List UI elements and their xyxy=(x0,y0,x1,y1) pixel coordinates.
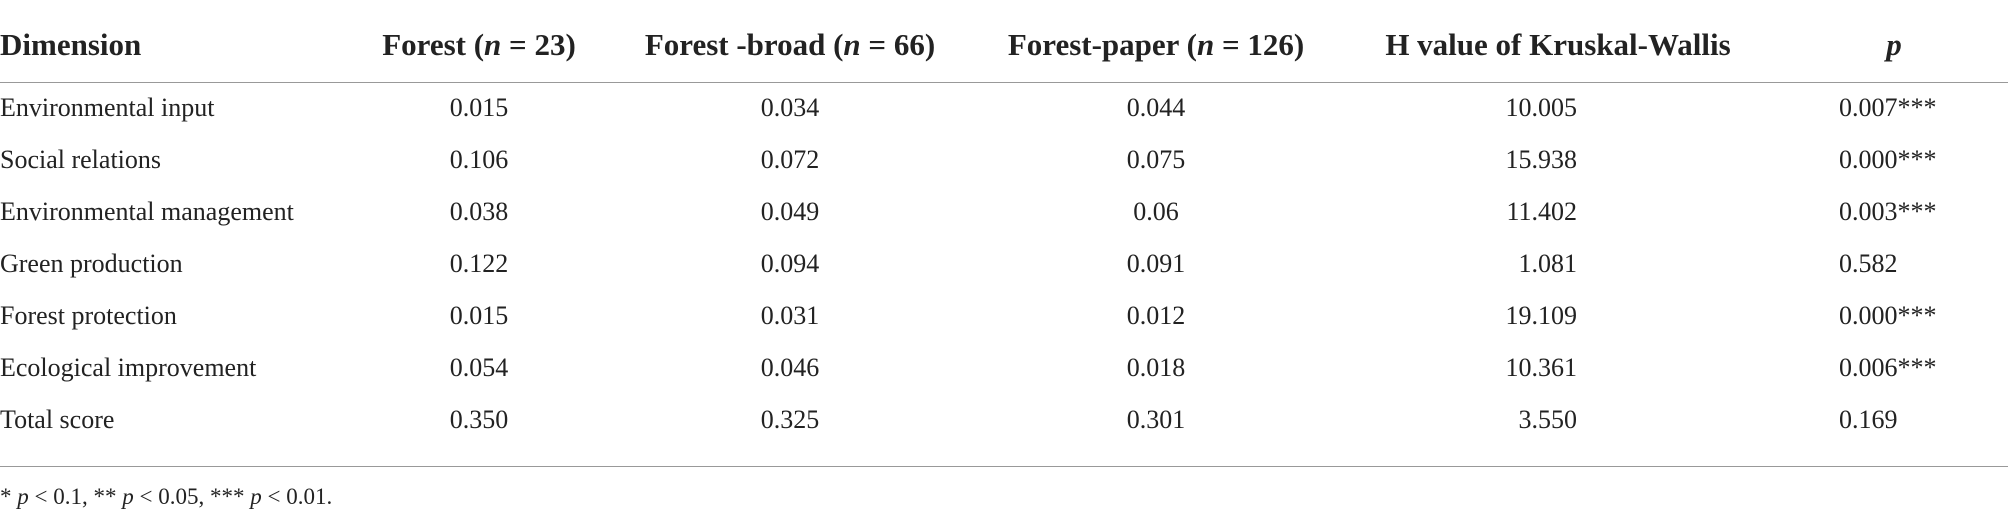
column-header: p xyxy=(1886,29,1902,60)
column-header: Forest (n = 23) xyxy=(382,29,576,60)
table-cell: 0.003*** xyxy=(1839,197,1937,226)
table-cell: 0.034 xyxy=(760,93,820,122)
text-segment: < 0.1, ** xyxy=(28,484,123,509)
text-segment: Dimension xyxy=(0,27,142,62)
table-cell: 0.015 xyxy=(449,93,509,122)
table-cell: 0.044 xyxy=(1126,93,1186,122)
text-segment: < 0.05, *** xyxy=(133,484,251,509)
table-cell: 0.000*** xyxy=(1839,145,1937,174)
text-segment: n xyxy=(1196,27,1215,62)
text-segment: Forest ( xyxy=(382,27,485,62)
text-segment: p xyxy=(250,484,262,509)
table-cell: 0.122 xyxy=(449,249,509,278)
table-cell: 0.301 xyxy=(1126,405,1186,434)
row-label: Total score xyxy=(0,405,115,434)
table-cell: 0.012 xyxy=(1126,301,1186,330)
text-segment: * xyxy=(0,484,18,509)
table-cell: 0.031 xyxy=(760,301,820,330)
table-cell: 10.361 xyxy=(1505,353,1578,382)
column-header: Forest-paper (n = 126) xyxy=(1008,29,1304,60)
row-label: Environmental input xyxy=(0,93,215,122)
text-segment: n xyxy=(484,27,502,62)
text-segment: H value of Kruskal-Wallis xyxy=(1385,27,1731,62)
table-cell: 0.169 xyxy=(1839,405,1898,434)
table-cell: 0.075 xyxy=(1126,145,1186,174)
text-segment: p xyxy=(122,484,134,509)
table-cell: 1.081 xyxy=(1518,249,1578,278)
column-header: Forest -broad (n = 66) xyxy=(645,29,935,60)
table-cell: 0.094 xyxy=(760,249,820,278)
text-segment: n xyxy=(843,27,861,62)
row-label: Environmental management xyxy=(0,197,294,226)
footnote: * p < 0.1, ** p < 0.05, *** p < 0.01. xyxy=(0,485,332,508)
table-cell: 0.072 xyxy=(760,145,820,174)
column-header: H value of Kruskal-Wallis xyxy=(1385,29,1730,60)
table-cell: 0.054 xyxy=(449,353,509,382)
table-cell: 3.550 xyxy=(1518,405,1578,434)
table-cell: 0.006*** xyxy=(1839,353,1937,382)
text-segment: p xyxy=(17,484,29,509)
table-cell: 0.007*** xyxy=(1839,93,1937,122)
text-segment: < 0.01. xyxy=(261,484,333,509)
table-cell: 0.000*** xyxy=(1839,301,1937,330)
table-cell: 0.018 xyxy=(1126,353,1186,382)
table-cell: 0.582 xyxy=(1839,249,1898,278)
table-cell: 0.106 xyxy=(449,145,509,174)
text-segment: p xyxy=(1886,27,1902,62)
table-cell: 15.938 xyxy=(1505,145,1578,174)
table-cell: 0.350 xyxy=(449,405,509,434)
text-segment: Forest -broad ( xyxy=(644,27,844,62)
row-label: Ecological improvement xyxy=(0,353,257,382)
row-label: Forest protection xyxy=(0,301,177,330)
column-header: Dimension xyxy=(0,29,141,60)
text-segment: Forest-paper ( xyxy=(1007,27,1197,62)
table-cell: 0.091 xyxy=(1126,249,1186,278)
table-cell: 0.015 xyxy=(449,301,509,330)
bottom-rule xyxy=(0,466,2008,467)
table-cell: 0.049 xyxy=(760,197,820,226)
table-cell: 0.046 xyxy=(760,353,820,382)
text-segment: = 66) xyxy=(860,27,936,62)
table-cell: 0.06 xyxy=(1133,197,1179,226)
text-segment: = 126) xyxy=(1214,27,1305,62)
row-label: Green production xyxy=(0,249,183,278)
table-cell: 11.402 xyxy=(1506,197,1577,226)
table-cell: 19.109 xyxy=(1505,301,1578,330)
text-segment: = 23) xyxy=(501,27,576,62)
table-cell: 0.325 xyxy=(760,405,820,434)
row-label: Social relations xyxy=(0,145,162,174)
table-cell: 10.005 xyxy=(1505,93,1578,122)
header-rule xyxy=(0,82,2008,83)
table-cell: 0.038 xyxy=(449,197,509,226)
